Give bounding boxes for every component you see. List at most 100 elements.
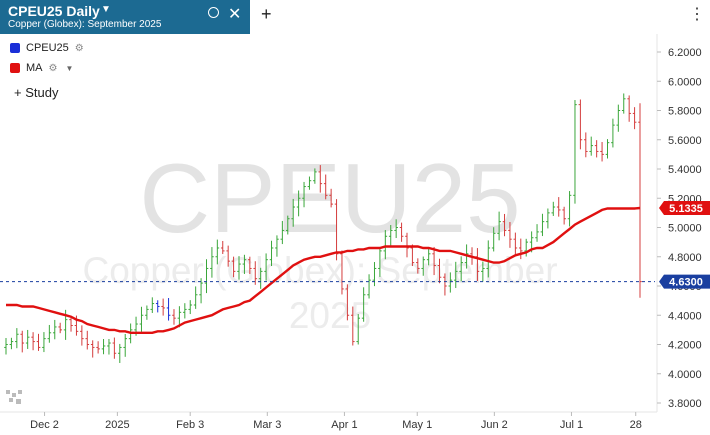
chart-tab-bar: CPEU25 Daily ▼ Copper (Globex): Septembe…	[0, 0, 710, 34]
x-tick-label: 2025	[105, 419, 129, 431]
gear-icon[interactable]: ⚙	[74, 42, 84, 54]
price-bar	[9, 337, 14, 350]
price-bar	[481, 261, 485, 282]
price-bar	[437, 258, 442, 284]
price-bar	[193, 286, 198, 309]
price-bar	[155, 300, 160, 313]
legend-item-cpeu25[interactable]: CPEU25 ⚙	[10, 38, 84, 58]
price-bar	[535, 224, 539, 242]
price-bar	[296, 190, 301, 217]
price-bar	[508, 222, 512, 248]
price-bar	[215, 239, 220, 265]
price-bar	[107, 338, 111, 355]
price-bar	[323, 174, 328, 200]
symbol-title: CPEU25 Daily	[8, 3, 100, 19]
price-bar	[589, 136, 594, 156]
price-bar	[275, 235, 279, 257]
price-bar	[145, 305, 149, 320]
price-bar	[443, 273, 447, 296]
color-swatch	[10, 43, 20, 53]
add-tab-plus-icon[interactable]: +	[261, 4, 272, 24]
price-bar	[627, 95, 631, 122]
price-bar	[573, 100, 577, 204]
price-bar	[491, 227, 496, 252]
price-bar	[199, 278, 203, 304]
color-swatch	[10, 63, 20, 73]
y-tick-label: 3.8000	[668, 398, 702, 410]
x-tick-label: Jul 1	[560, 419, 583, 431]
last-price-badge: 4.6300	[659, 274, 710, 289]
price-bar	[313, 168, 317, 184]
price-bar	[90, 340, 95, 358]
price-bar	[80, 325, 84, 346]
price-bar	[616, 104, 621, 132]
price-bar	[96, 341, 100, 354]
price-bar	[497, 211, 501, 241]
price-bar	[594, 140, 599, 158]
caret-down-icon[interactable]: ▼	[101, 4, 111, 15]
caret-down-icon[interactable]: ▼	[65, 63, 74, 73]
price-bar	[161, 298, 165, 316]
price-bar	[383, 230, 388, 260]
price-bar	[421, 256, 426, 276]
price-bar	[258, 267, 263, 289]
price-bar	[204, 259, 209, 294]
price-bar	[4, 337, 8, 355]
price-bar	[210, 247, 214, 278]
price-bar	[36, 333, 41, 351]
symbol-subtitle: Copper (Globex): September 2025	[8, 19, 162, 30]
price-bar	[605, 139, 610, 159]
price-bar	[177, 306, 182, 328]
y-tick-label: 6.0000	[668, 76, 702, 88]
y-tick-label: 4.4000	[668, 310, 702, 322]
close-icon[interactable]: ✕	[228, 6, 242, 23]
price-bar	[264, 253, 268, 281]
study-label: Study	[25, 85, 59, 100]
price-bar	[502, 213, 507, 237]
price-bar	[584, 132, 588, 158]
x-tick-label: Apr 1	[331, 419, 357, 431]
y-tick-label: 4.0000	[668, 369, 702, 381]
price-bar	[340, 250, 344, 295]
price-bar	[242, 254, 247, 274]
more-vert-icon[interactable]: ⋮	[689, 6, 705, 23]
price-bar	[486, 240, 491, 278]
price-bar	[285, 215, 290, 235]
price-bar	[85, 330, 90, 350]
price-bar	[248, 256, 252, 275]
y-tick-label: 5.0000	[668, 223, 702, 235]
price-bar	[47, 324, 52, 343]
price-bar	[20, 330, 25, 353]
ma-price-badge: 5.1335	[659, 200, 710, 215]
price-axis[interactable]: 3.80004.00004.20004.40004.60004.80005.00…	[657, 47, 702, 410]
price-bar	[318, 165, 323, 193]
price-bar	[394, 219, 398, 239]
price-bar	[291, 198, 295, 227]
price-bar	[540, 213, 545, 237]
price-bar	[117, 343, 122, 363]
gear-icon[interactable]: ⚙	[48, 62, 58, 74]
time-axis[interactable]: Dec 2 2025 Feb 3 Mar 3 Apr 1 May 1 Jun 2 Jul 1 2…	[30, 412, 642, 431]
circle-icon[interactable]	[208, 7, 219, 18]
watermark-year: 2025	[289, 295, 371, 336]
price-bar	[632, 107, 637, 130]
price-bar	[621, 93, 626, 114]
legend: CPEU25 ⚙ MA ⚙ ▼	[10, 38, 84, 78]
price-bar	[15, 328, 19, 349]
price-bar	[546, 208, 550, 229]
price-bar	[410, 244, 415, 267]
price-bar	[459, 256, 463, 282]
add-study-button[interactable]: + Study	[14, 85, 58, 100]
y-tick-label: 5.8000	[668, 106, 702, 118]
symbol-tab[interactable]: CPEU25 Daily ▼ Copper (Globex): Septembe…	[0, 0, 250, 34]
price-bar	[361, 287, 366, 322]
price-bar	[388, 225, 393, 247]
price-bar	[183, 303, 187, 319]
price-bar	[253, 261, 258, 285]
price-bar	[367, 274, 371, 299]
price-bars	[4, 93, 642, 363]
y-tick-label: 4.8000	[668, 252, 702, 264]
price-bar	[405, 232, 409, 258]
legend-item-ma[interactable]: MA ⚙ ▼	[10, 58, 84, 78]
